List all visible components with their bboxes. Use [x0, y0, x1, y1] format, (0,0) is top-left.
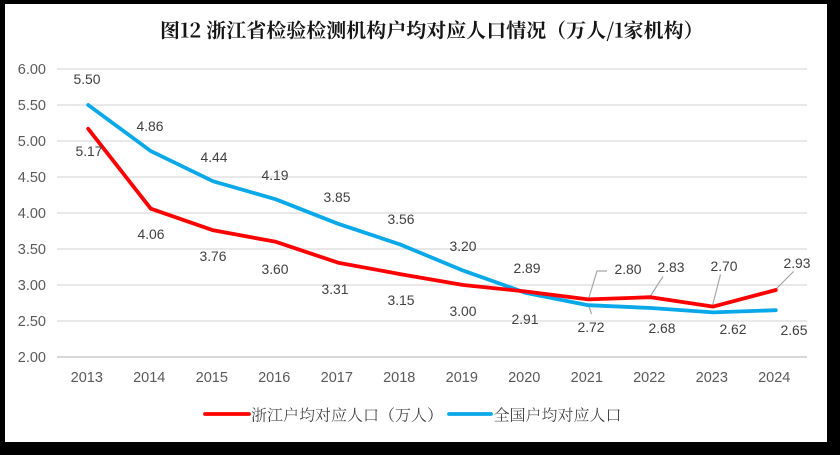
svg-text:3.00: 3.00: [449, 303, 476, 319]
svg-text:2024: 2024: [758, 370, 790, 386]
svg-text:5.00: 5.00: [18, 134, 46, 150]
svg-text:2.91: 2.91: [511, 311, 538, 327]
svg-text:2.65: 2.65: [780, 322, 807, 338]
svg-text:2.00: 2.00: [18, 350, 46, 366]
svg-text:5.17: 5.17: [75, 143, 102, 159]
svg-text:3.15: 3.15: [387, 292, 414, 308]
svg-text:2019: 2019: [446, 370, 478, 386]
svg-text:2020: 2020: [508, 370, 540, 386]
svg-text:5.50: 5.50: [18, 98, 46, 114]
svg-text:2.83: 2.83: [657, 259, 684, 275]
svg-text:2023: 2023: [696, 370, 728, 386]
svg-text:2018: 2018: [383, 370, 415, 386]
svg-text:2.80: 2.80: [614, 261, 641, 277]
svg-text:4.19: 4.19: [261, 167, 288, 183]
svg-text:2.93: 2.93: [783, 255, 810, 271]
svg-text:2.50: 2.50: [18, 314, 46, 330]
svg-text:2013: 2013: [71, 370, 103, 386]
svg-text:4.44: 4.44: [200, 149, 227, 165]
svg-text:2014: 2014: [133, 370, 165, 386]
svg-text:3.76: 3.76: [199, 248, 226, 264]
svg-text:3.60: 3.60: [261, 261, 288, 277]
svg-text:4.06: 4.06: [137, 226, 164, 242]
svg-text:3.50: 3.50: [18, 242, 46, 258]
svg-text:3.31: 3.31: [321, 281, 348, 297]
svg-text:3.85: 3.85: [323, 189, 350, 205]
svg-text:4.50: 4.50: [18, 170, 46, 186]
svg-text:5.50: 5.50: [73, 71, 100, 87]
svg-text:2.68: 2.68: [648, 320, 675, 336]
svg-text:2.62: 2.62: [719, 321, 746, 337]
svg-text:3.20: 3.20: [449, 238, 476, 254]
svg-text:6.00: 6.00: [18, 62, 46, 78]
svg-text:2021: 2021: [571, 370, 603, 386]
svg-text:4.00: 4.00: [18, 206, 46, 222]
svg-text:2016: 2016: [258, 370, 290, 386]
svg-text:3.56: 3.56: [387, 211, 414, 227]
svg-text:2.89: 2.89: [513, 260, 540, 276]
svg-text:3.00: 3.00: [18, 278, 46, 294]
svg-text:2015: 2015: [196, 370, 228, 386]
svg-text:2.72: 2.72: [577, 319, 604, 335]
svg-text:2022: 2022: [633, 370, 665, 386]
svg-text:2.70: 2.70: [710, 258, 737, 274]
svg-text:2017: 2017: [321, 370, 353, 386]
svg-text:4.86: 4.86: [136, 118, 163, 134]
